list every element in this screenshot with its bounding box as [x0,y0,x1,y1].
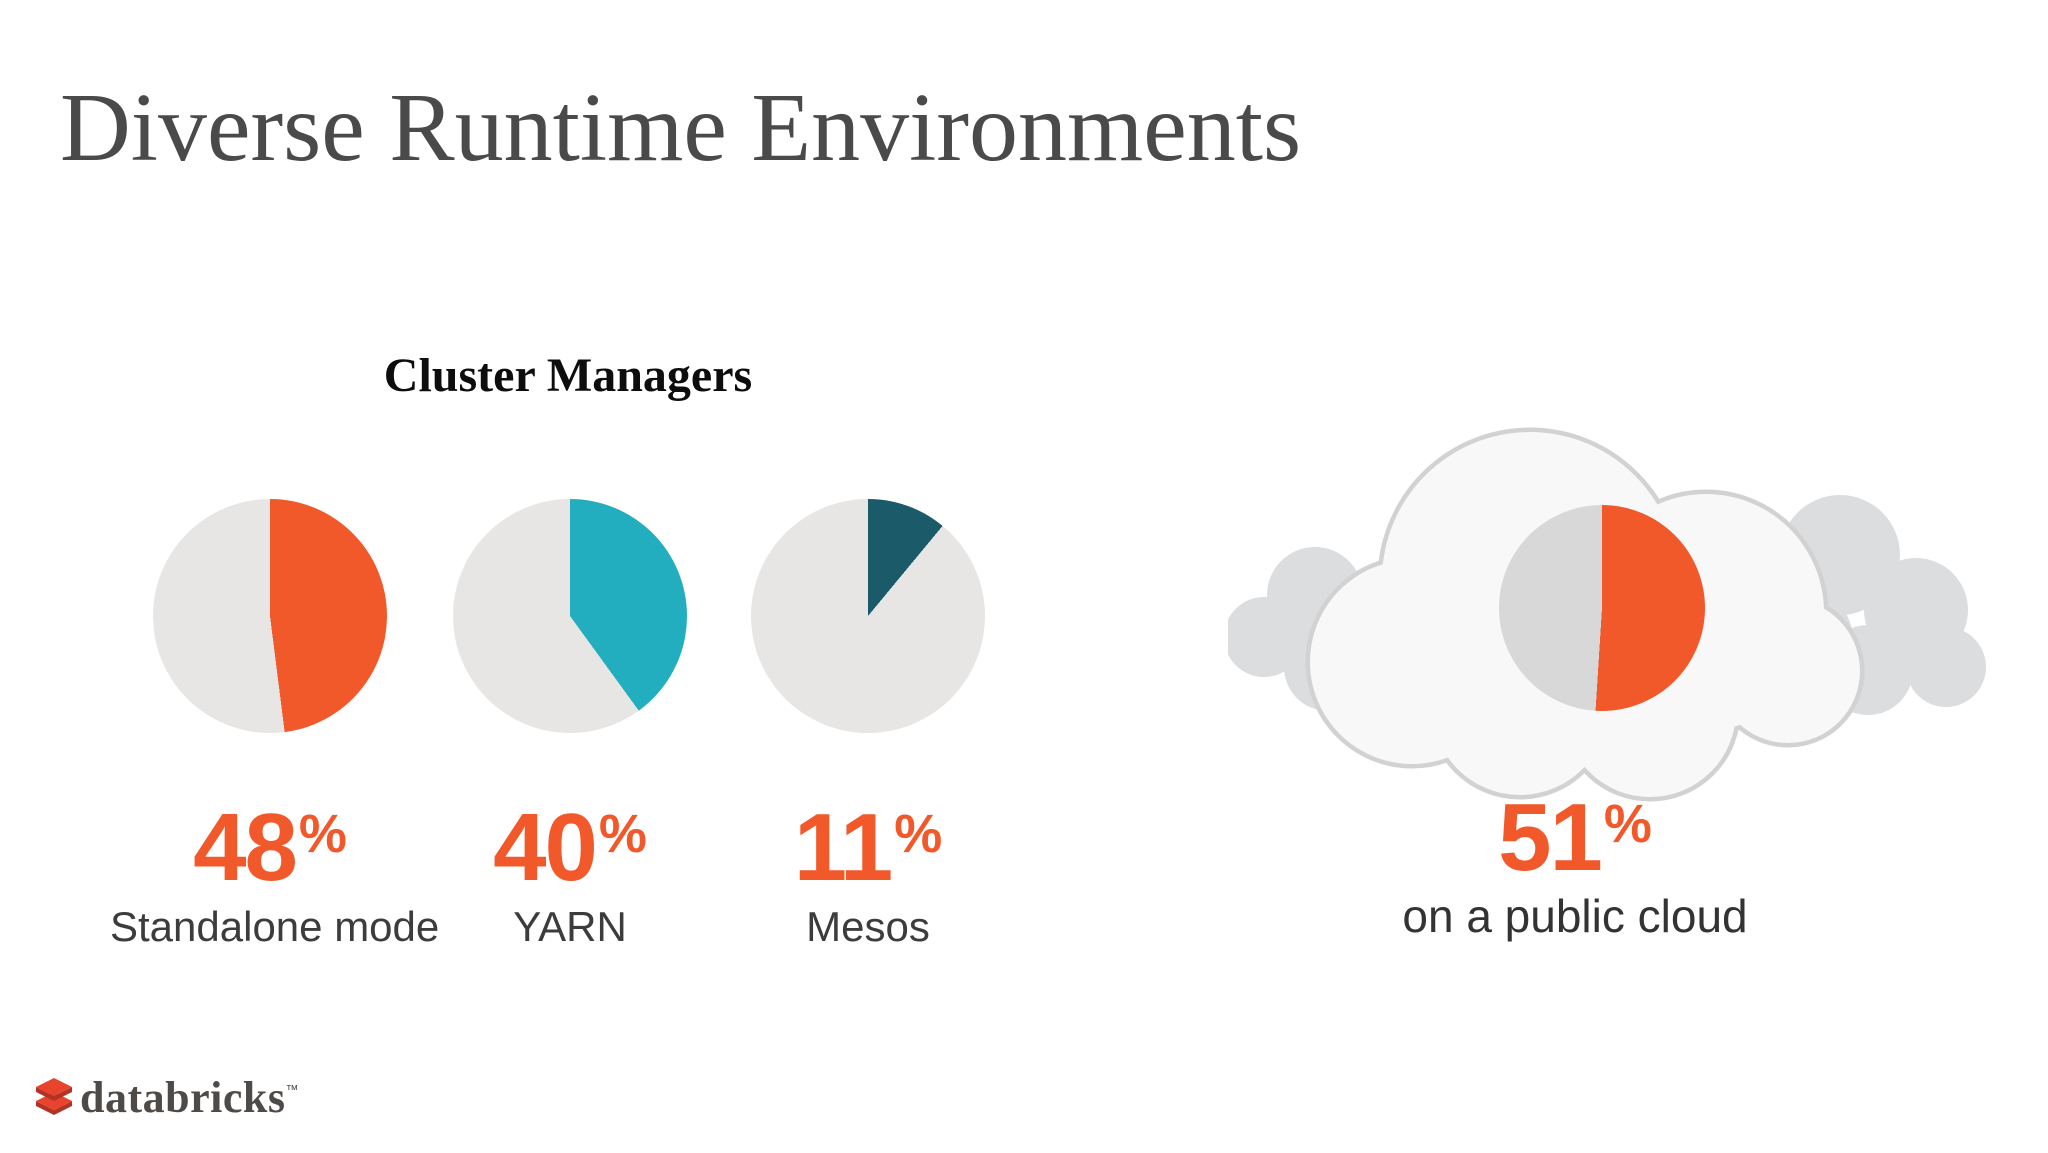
yarn-group: 40% YARN [410,499,730,951]
trademark-symbol: ™ [285,1082,299,1097]
public-cloud-stat-block: 51% on a public cloud [1375,790,1775,943]
public-cloud-stat: 51% [1375,790,1775,886]
databricks-bricks-icon [36,1077,72,1115]
percent-sign: % [1603,794,1652,854]
slide-title: Diverse Runtime Environments [60,74,1302,182]
cluster-managers-heading: Cluster Managers [383,349,753,402]
public-cloud-pie-chart [1499,505,1705,711]
percent-sign: % [598,804,647,864]
percent-sign: % [298,804,347,864]
mesos-percent-value: 11 [793,794,893,901]
public-cloud-label: on a public cloud [1402,890,1748,943]
standalone-mode-group: 48% Standalone mode [110,499,440,951]
mesos-label: Mesos [806,903,930,951]
percent-sign: % [894,804,943,864]
yarn-label: YARN [513,903,627,951]
databricks-wordmark: databricks [80,1073,286,1122]
standalone-mode-label: Standalone mode [110,903,440,951]
mesos-stat: 11% [708,800,1028,896]
standalone-mode-pie-chart [153,499,387,733]
mesos-pie-chart [751,499,985,733]
standalone-mode-percent-value: 48 [193,794,298,901]
public-cloud-percent-value: 51 [1498,784,1603,891]
yarn-pie-chart [453,499,687,733]
public-cloud-illustration [1228,405,1988,805]
standalone-mode-stat: 48% [110,800,430,896]
databricks-logo: databricks ™ [34,1072,298,1123]
yarn-stat: 40% [410,800,730,896]
mesos-group: 11% Mesos [708,499,1028,951]
yarn-percent-value: 40 [493,794,598,901]
